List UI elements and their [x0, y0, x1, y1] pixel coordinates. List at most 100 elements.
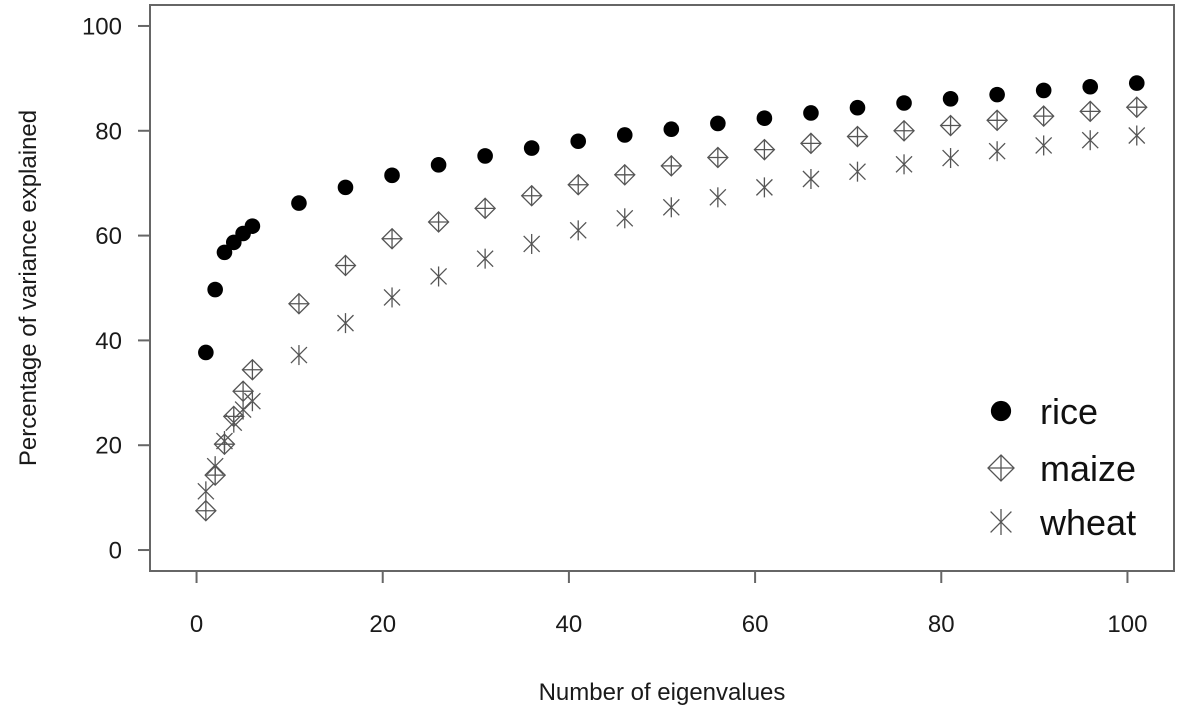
maize-point — [194, 499, 217, 522]
maize-point — [986, 109, 1009, 132]
y-axis-title: Percentage of variance explained — [15, 110, 42, 466]
wheat-point — [430, 266, 448, 287]
rice-point — [244, 218, 261, 234]
maize-point — [800, 132, 822, 155]
legend: rice maize wheat — [987, 391, 1136, 543]
rice-point — [616, 127, 633, 143]
wheat-point — [662, 197, 680, 218]
wheat-point — [755, 177, 773, 198]
rice-point — [942, 91, 959, 107]
maize-point — [288, 292, 310, 315]
legend-item-maize: maize — [987, 448, 1136, 489]
maize-point — [613, 163, 636, 186]
wheat-point — [476, 248, 494, 269]
wheat-point — [616, 208, 634, 229]
data-points — [194, 75, 1148, 522]
maize-point — [241, 358, 264, 381]
maize-point — [567, 173, 590, 196]
rice-point — [384, 167, 400, 184]
y-tick-label: 60 — [95, 223, 122, 250]
wheat-point — [206, 456, 224, 477]
wheat-point — [802, 168, 820, 189]
maize-point — [753, 138, 776, 161]
wheat-point — [337, 313, 354, 334]
wheat-point — [569, 220, 587, 241]
x-tick-label: 80 — [928, 611, 955, 638]
rice-point — [291, 195, 307, 211]
legend-item-wheat: wheat — [990, 502, 1136, 543]
wheat-point — [290, 345, 308, 366]
wheat-point — [1128, 125, 1146, 146]
rice-point — [1082, 78, 1099, 95]
maize-point — [706, 146, 729, 169]
wheat-point — [225, 412, 243, 433]
x-axis: 0 20 40 60 80 100 — [190, 571, 1147, 638]
wheat-point — [1035, 135, 1053, 156]
y-tick-label: 40 — [95, 328, 122, 355]
legend-label-rice: rice — [1040, 391, 1098, 432]
maize-point — [846, 125, 869, 148]
rice-point — [989, 86, 1005, 103]
wheat-point — [942, 148, 960, 169]
y-axis: 0 20 40 60 80 100 — [82, 13, 150, 565]
wheat-point — [383, 287, 401, 308]
y-tick-label: 0 — [109, 538, 122, 565]
x-tick-label: 40 — [556, 611, 583, 638]
rice-point — [896, 95, 912, 111]
maize-point — [1125, 96, 1148, 119]
maize-point — [381, 227, 403, 250]
legend-label-wheat: wheat — [1039, 502, 1136, 543]
rice-point — [207, 281, 223, 298]
rice-point — [710, 115, 726, 132]
wheat-point — [197, 481, 215, 502]
wheat-point — [895, 154, 913, 175]
y-tick-label: 80 — [95, 118, 122, 145]
wheat-point — [988, 141, 1006, 162]
x-axis-title: Number of eigenvalues — [539, 679, 786, 706]
rice-point — [430, 157, 447, 173]
wheat-point — [849, 161, 866, 182]
x-tick-label: 0 — [190, 611, 203, 638]
rice-point — [337, 179, 354, 196]
rice-point — [570, 133, 587, 150]
series-rice — [198, 75, 1145, 361]
maize-point — [893, 119, 915, 142]
y-tick-label: 100 — [82, 13, 122, 40]
rice-point — [756, 110, 773, 126]
maize-point — [474, 197, 497, 220]
rice-point — [1035, 82, 1052, 99]
legend-marker-wheat — [990, 509, 1012, 535]
maize-point — [427, 211, 450, 233]
legend-marker-rice — [990, 400, 1012, 422]
wheat-point — [523, 233, 541, 254]
rice-point — [477, 148, 493, 164]
y-tick-label: 20 — [95, 433, 122, 460]
rice-point — [849, 99, 866, 116]
rice-point — [198, 344, 214, 361]
maize-point — [660, 154, 683, 177]
rice-point — [216, 244, 233, 261]
series-maize — [194, 96, 1148, 522]
legend-label-maize: maize — [1040, 448, 1136, 489]
rice-point — [1128, 75, 1145, 91]
rice-point — [523, 140, 540, 156]
maize-point — [1032, 105, 1055, 128]
wheat-point — [709, 187, 727, 208]
x-tick-label: 100 — [1107, 611, 1147, 638]
rice-point — [803, 105, 819, 121]
series-wheat — [197, 125, 1146, 502]
wheat-point — [243, 391, 261, 412]
maize-point — [1079, 100, 1102, 123]
x-tick-label: 60 — [742, 611, 769, 638]
wheat-point — [216, 431, 233, 452]
legend-marker-maize — [987, 454, 1015, 482]
legend-item-rice: rice — [990, 391, 1098, 432]
maize-point — [520, 184, 543, 207]
rice-point — [663, 121, 680, 138]
maize-point — [939, 114, 962, 137]
wheat-point — [1081, 130, 1099, 151]
maize-point — [334, 254, 357, 277]
x-tick-label: 20 — [369, 611, 396, 638]
wheat-point — [234, 399, 252, 420]
